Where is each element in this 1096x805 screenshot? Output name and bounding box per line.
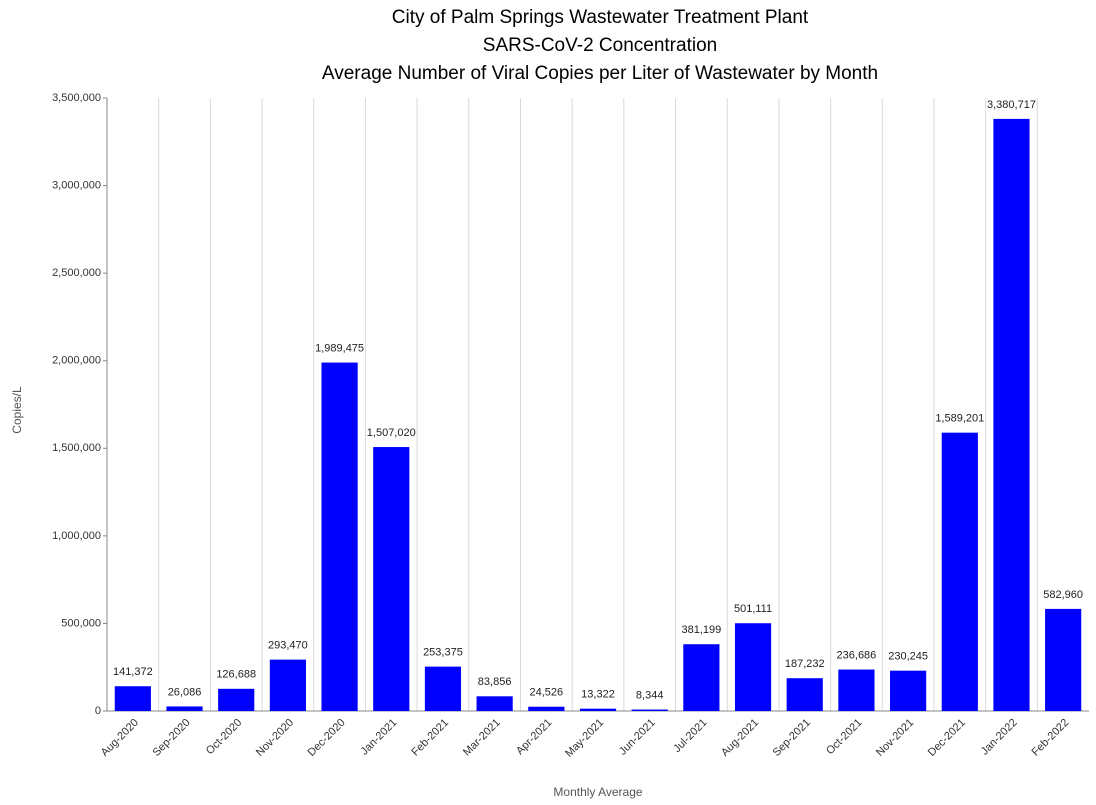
y-tick-label: 500,000 bbox=[61, 617, 101, 629]
x-tick-label: Jan-2022 bbox=[979, 717, 1020, 758]
value-label: 126,688 bbox=[216, 669, 256, 681]
chart-title: Average Number of Viral Copies per Liter… bbox=[322, 63, 878, 84]
bar bbox=[476, 696, 513, 711]
y-axis-label: Copies/L bbox=[10, 386, 24, 434]
bar bbox=[218, 688, 255, 711]
bar bbox=[941, 432, 978, 711]
x-tick-label: Aug-2020 bbox=[99, 717, 141, 759]
chart-title: City of Palm Springs Wastewater Treatmen… bbox=[392, 7, 809, 28]
bar bbox=[993, 118, 1030, 712]
y-tick-label: 2,500,000 bbox=[52, 267, 101, 279]
y-tick-label: 3,000,000 bbox=[52, 179, 101, 191]
value-label: 253,375 bbox=[423, 647, 463, 659]
bar bbox=[838, 669, 875, 711]
value-label: 187,232 bbox=[785, 658, 825, 670]
x-tick-label: Nov-2021 bbox=[874, 717, 916, 759]
bar bbox=[631, 709, 668, 711]
x-tick-label: Feb-2021 bbox=[409, 717, 451, 759]
bar bbox=[683, 644, 720, 711]
value-label: 8,344 bbox=[636, 689, 664, 701]
value-label: 582,960 bbox=[1043, 589, 1083, 601]
x-tick-label: Jun-2021 bbox=[617, 717, 658, 758]
x-axis-label: Monthly Average bbox=[553, 785, 642, 799]
value-label: 24,526 bbox=[529, 687, 563, 699]
chart-title: SARS-CoV-2 Concentration bbox=[483, 35, 717, 56]
value-label: 83,856 bbox=[478, 676, 512, 688]
x-tick-label: May-2021 bbox=[563, 717, 606, 760]
bar bbox=[890, 670, 927, 711]
x-tick-label: Oct-2020 bbox=[204, 717, 244, 757]
value-label: 1,589,201 bbox=[935, 413, 984, 425]
y-tick-label: 2,000,000 bbox=[52, 355, 101, 367]
value-label: 1,507,020 bbox=[367, 427, 416, 439]
value-label: 141,372 bbox=[113, 666, 153, 678]
value-label: 230,245 bbox=[888, 651, 928, 663]
bar bbox=[528, 706, 565, 711]
x-tick-label: Sep-2021 bbox=[771, 717, 813, 759]
bar bbox=[269, 659, 306, 711]
value-label: 236,686 bbox=[837, 649, 877, 661]
value-label: 3,380,717 bbox=[987, 99, 1036, 111]
x-tick-label: Dec-2021 bbox=[926, 717, 968, 759]
x-tick-label: Aug-2021 bbox=[719, 717, 761, 759]
x-tick-label: Apr-2021 bbox=[514, 717, 554, 757]
y-tick-label: 1,000,000 bbox=[52, 530, 101, 542]
x-tick-label: Jul-2021 bbox=[671, 717, 709, 755]
bar bbox=[424, 666, 462, 711]
value-label: 381,199 bbox=[681, 624, 721, 636]
x-tick-label: Jan-2021 bbox=[359, 717, 400, 758]
x-tick-label: Sep-2020 bbox=[150, 717, 192, 759]
value-label: 26,086 bbox=[168, 686, 202, 698]
value-label: 501,111 bbox=[734, 603, 772, 615]
bar bbox=[734, 623, 772, 711]
y-tick-label: 0 bbox=[95, 705, 101, 717]
bar bbox=[1045, 608, 1082, 711]
bar bbox=[166, 706, 203, 711]
y-tick-label: 1,500,000 bbox=[52, 442, 101, 454]
x-tick-label: Feb-2022 bbox=[1030, 717, 1072, 759]
value-label: 1,989,475 bbox=[315, 342, 364, 354]
x-tick-label: Dec-2020 bbox=[306, 717, 348, 759]
value-label: 293,470 bbox=[268, 640, 308, 652]
value-label: 13,322 bbox=[581, 689, 615, 701]
x-tick-label: Oct-2021 bbox=[824, 717, 864, 757]
bar bbox=[114, 686, 151, 711]
bar bbox=[786, 678, 823, 711]
bar bbox=[321, 362, 358, 711]
bar bbox=[579, 708, 617, 711]
bar bbox=[373, 447, 410, 711]
x-tick-label: Nov-2020 bbox=[254, 717, 296, 759]
x-tick-label: Mar-2021 bbox=[461, 717, 503, 759]
y-tick-label: 3,500,000 bbox=[52, 92, 101, 104]
